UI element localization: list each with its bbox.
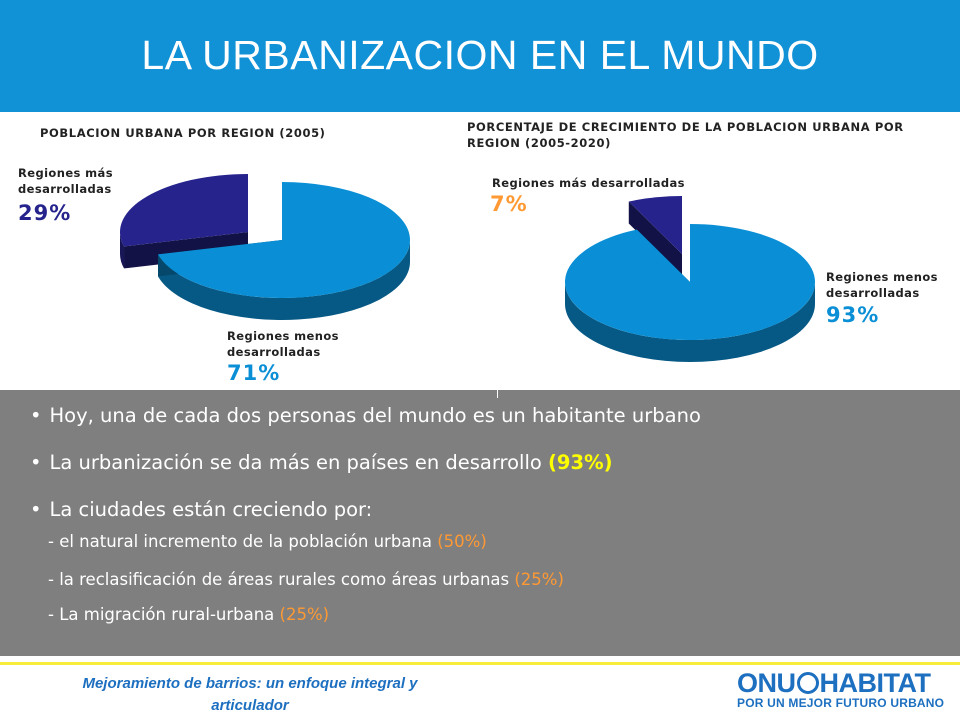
pie2-slice-more-developed-top: [628, 196, 682, 254]
chart2-title-line2: REGION (2005-2020): [467, 136, 611, 150]
chart2-more-pct: 7%: [490, 192, 528, 216]
logo-wordmark: ONU HABITAT: [737, 668, 931, 699]
pie2-slice-less-developed-top: [565, 224, 816, 340]
chart2-title-line1: PORCENTAJE DE CRECIMIENTO DE LA POBLACIO…: [467, 120, 904, 134]
footer-caption-line1: Mejoramiento de barrios: un enfoque inte…: [82, 675, 418, 692]
bullet-3: • La ciudades están creciendo por:: [30, 498, 373, 521]
bullet-1: • Hoy, una de cada dos personas del mundo…: [30, 404, 701, 427]
bullet-2: • La urbanización se da más en países en …: [30, 451, 613, 474]
chart2-less-pct: 93%: [826, 303, 880, 327]
bullet-1-text: Hoy, una de cada dos personas del mundo …: [49, 404, 701, 427]
sub-bullet-1: - el natural incremento de la población …: [48, 532, 487, 551]
chart1-less-label-2: desarrolladas: [227, 345, 321, 359]
bullet-3-text: La ciudades están creciendo por:: [49, 498, 373, 521]
title-banner: LA URBANIZACION EN EL MUNDO: [0, 0, 960, 112]
pie1-slice-less-developed-side: [158, 240, 410, 320]
pie1-slice-more-developed-side: [120, 232, 125, 269]
bullet-2-highlight: (93%): [548, 451, 613, 474]
logo-tagline: POR UN MEJOR FUTURO URBANO: [737, 696, 945, 710]
logo-right-text: HABITAT: [819, 668, 931, 698]
footer-divider: [0, 662, 960, 665]
footer-caption: Mejoramiento de barrios: un enfoque inte…: [20, 673, 480, 717]
pie1-slice-less-developed-top: [158, 182, 410, 299]
sub-bullet-2: - la reclasificación de áreas rurales co…: [48, 570, 564, 589]
pie1-slice-more-developed-top: [120, 174, 248, 247]
chart1-less-pct: 71%: [227, 361, 281, 385]
sub-bullet-3: - La migración rural-urbana (25%): [48, 605, 329, 624]
sub-bullet-3-text: - La migración rural-urbana: [48, 605, 280, 624]
pie1-slice-more-developed-edge: [124, 232, 248, 269]
chart2-more-label: Regiones más desarrolladas: [492, 176, 685, 190]
pie1-slice-more-developed: [120, 174, 248, 269]
sub-bullet-1-text: - el natural incremento de la población …: [48, 532, 438, 551]
logo-left-text: ONU: [737, 668, 796, 698]
sub-bullet-3-highlight: (25%): [279, 605, 330, 624]
sub-bullet-2-highlight: (25%): [514, 570, 564, 589]
chart1-more-label-2: desarrolladas: [18, 182, 112, 196]
sub-bullet-2-text: - la reclasificación de áreas rurales co…: [48, 570, 515, 589]
pie-chart-1: [120, 174, 410, 320]
onu-habitat-logo: ONU HABITAT POR UN MEJOR FUTURO URBANO: [737, 668, 947, 714]
chart1-less-label-1: Regiones menos: [227, 329, 339, 343]
chart1-more-label-1: Regiones más: [18, 166, 113, 180]
pie1-slice-less-developed: [158, 182, 410, 320]
un-globe-icon: [796, 672, 819, 694]
chart1-title: POBLACION URBANA POR REGION (2005): [40, 126, 326, 140]
pie-chart-2: [565, 196, 816, 362]
divider-tick: [497, 380, 498, 398]
chart2-less-label-2: desarrolladas: [826, 286, 920, 300]
slide-title: LA URBANIZACION EN EL MUNDO: [141, 32, 819, 78]
pie-charts-canvas: [120, 174, 816, 362]
pie2-slice-more-developed: [628, 196, 682, 276]
bullet-2-text: La urbanización se da más en países en d…: [49, 451, 549, 474]
chart2-less-label-1: Regiones menos: [826, 270, 938, 284]
pie2-slice-less-developed-side: [565, 282, 815, 362]
pie2-slice-more-developed-edge: [628, 201, 682, 276]
footer-caption-line2: articulador: [211, 697, 289, 714]
sub-bullet-1-highlight: (50%): [437, 532, 487, 551]
content-panel: [0, 390, 960, 656]
pie2-slice-less-developed: [565, 224, 816, 362]
chart1-more-pct: 29%: [18, 201, 72, 225]
